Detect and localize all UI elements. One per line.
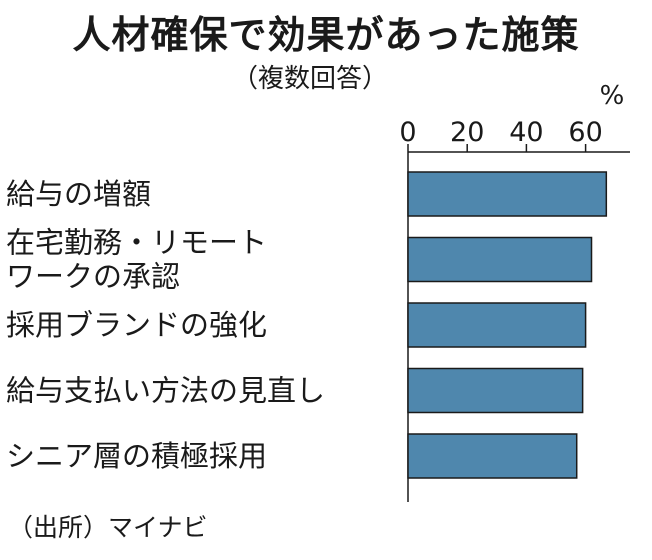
unit-label: % (600, 81, 625, 111)
category-label: 給与の増額 (6, 177, 151, 211)
category-label: 採用ブランドの強化 (6, 308, 267, 342)
x-tick-label: 20 (450, 117, 484, 148)
bar (407, 367, 584, 414)
bar (407, 236, 593, 283)
bar (407, 302, 587, 348)
category-label: ワークの承認 (6, 260, 180, 294)
category-label: 給与支払い方法の見直し (6, 374, 325, 408)
category-label: シニア層の積極採用 (6, 439, 267, 473)
x-tick-label: 60 (568, 117, 602, 148)
bar (407, 433, 578, 479)
chart-subtitle: （複数回答） (232, 64, 389, 94)
category-label: 在宅勤務・リモート (6, 226, 267, 260)
x-tick-label: 0 (399, 117, 416, 148)
x-tick-label: 40 (509, 117, 543, 148)
bar (407, 171, 608, 217)
chart-title: 人材確保で効果があった施策 (72, 13, 580, 57)
source-note: （出所）マイナビ (8, 513, 208, 542)
